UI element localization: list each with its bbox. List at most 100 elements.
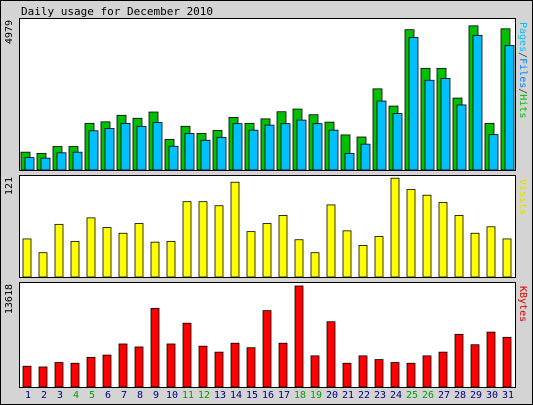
bar-visits-day-22 [358,245,368,278]
x-tick-day-30: 30 [486,390,498,401]
bar-visits-day-21 [342,230,352,278]
bar-visits-day-14 [230,181,240,278]
bar-kbytes-day-23 [374,359,384,388]
bar-kbytes-day-30 [486,331,496,388]
bar-kbytes-day-3 [54,362,64,388]
series-label-part: Visits [517,179,528,215]
panel-2-series-label: Visits [517,179,528,215]
x-tick-day-27: 27 [438,390,450,401]
bar-kbytes-day-20 [326,321,336,388]
bar-kbytes-day-1 [22,365,32,388]
bar-visits-day-26 [422,194,432,278]
bar-kbytes-day-19 [310,355,320,388]
bar-kbytes-day-11 [182,322,192,388]
bar-files-day-16 [264,124,275,171]
bar-files-day-26 [424,79,435,171]
bar-kbytes-day-12 [198,345,208,388]
x-tick-day-21: 21 [342,390,354,401]
panel-3-series-label: KBytes [517,286,528,322]
bar-kbytes-day-2 [38,366,48,388]
x-tick-day-18: 18 [294,390,306,401]
bar-visits-day-20 [326,204,336,278]
bar-visits-day-5 [86,217,96,278]
bar-files-day-22 [360,143,371,171]
bar-visits-day-3 [54,223,64,278]
bar-files-day-19 [312,123,323,171]
x-tick-day-25: 25 [406,390,418,401]
bar-kbytes-day-28 [454,333,464,388]
x-tick-day-6: 6 [105,390,111,401]
bar-kbytes-day-15 [246,347,256,388]
bar-visits-day-18 [294,239,304,278]
x-tick-day-11: 11 [182,390,194,401]
bar-kbytes-day-9 [150,307,160,388]
panel-1-y-tick: 4979 [4,20,15,44]
x-tick-day-9: 9 [153,390,159,401]
bar-visits-day-15 [246,231,256,278]
bar-kbytes-day-17 [278,342,288,388]
bar-kbytes-day-7 [118,343,128,388]
bar-visits-day-7 [118,232,128,278]
bar-kbytes-day-13 [214,351,224,388]
bar-files-day-20 [328,129,339,171]
bar-visits-day-27 [438,202,448,278]
panel-2-y-tick: 121 [4,177,15,195]
bar-files-day-23 [376,100,387,171]
bar-kbytes-day-31 [502,336,512,388]
x-tick-day-24: 24 [390,390,402,401]
bar-visits-day-8 [134,223,144,278]
x-tick-day-19: 19 [310,390,322,401]
series-label-part: Pages [517,22,528,52]
bar-visits-day-19 [310,252,320,278]
x-tick-day-7: 7 [121,390,127,401]
bar-files-day-15 [248,129,259,171]
bar-visits-day-4 [70,240,80,278]
bar-kbytes-day-16 [262,310,272,388]
bar-files-day-17 [280,123,291,171]
x-tick-day-22: 22 [358,390,370,401]
series-label-part: Hits [517,94,528,118]
x-tick-day-13: 13 [214,390,226,401]
bar-files-day-2 [40,157,51,171]
series-label-part: / [517,88,528,94]
x-tick-day-14: 14 [230,390,242,401]
bar-files-day-30 [488,134,499,171]
bar-files-day-24 [392,113,403,171]
x-tick-day-12: 12 [198,390,210,401]
x-tick-day-26: 26 [422,390,434,401]
chart-title: Daily usage for December 2010 [21,5,213,18]
bar-kbytes-day-5 [86,356,96,388]
x-tick-day-3: 3 [57,390,63,401]
bar-files-day-21 [344,152,355,171]
bar-kbytes-day-26 [422,355,432,388]
bar-visits-day-12 [198,201,208,278]
x-tick-day-1: 1 [25,390,31,401]
x-tick-day-4: 4 [73,390,79,401]
bar-visits-day-23 [374,236,384,278]
bar-kbytes-day-10 [166,343,176,388]
panel-3-y-tick: 13618 [4,284,15,314]
bar-files-day-25 [408,37,419,171]
bar-kbytes-day-24 [390,362,400,388]
bar-files-day-27 [440,78,451,171]
x-tick-day-16: 16 [262,390,274,401]
bar-files-day-13 [216,136,227,171]
series-label-part: / [517,52,528,58]
bar-kbytes-day-14 [230,342,240,388]
x-tick-day-5: 5 [89,390,95,401]
bar-files-day-18 [296,119,307,171]
bar-visits-day-1 [22,238,32,278]
bar-visits-day-25 [406,189,416,278]
bar-files-day-28 [456,104,467,171]
bar-files-day-9 [152,122,163,171]
series-label-part: Files [517,58,528,88]
bar-kbytes-day-21 [342,362,352,388]
x-tick-day-29: 29 [470,390,482,401]
bar-visits-day-31 [502,238,512,278]
bar-files-day-12 [200,139,211,171]
panel-1-series-label: Pages/Files/Hits [517,22,528,118]
bar-files-day-6 [104,128,115,171]
bar-kbytes-day-25 [406,362,416,388]
bar-files-day-8 [136,125,147,171]
